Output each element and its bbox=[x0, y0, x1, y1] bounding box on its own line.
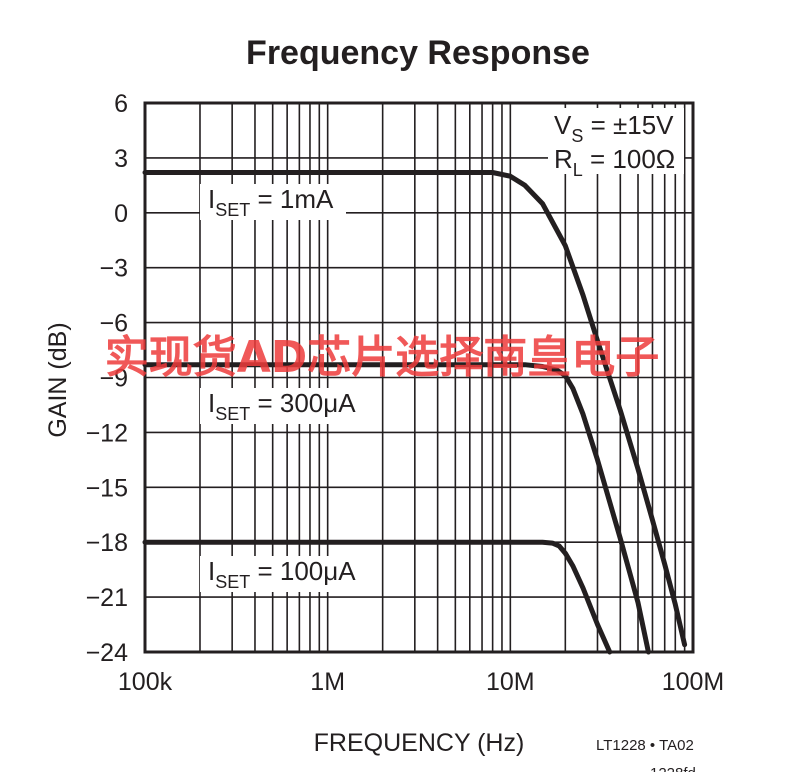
figure-code-2: 1228fd bbox=[650, 765, 696, 772]
y-tick-label: 3 bbox=[114, 145, 128, 173]
y-tick-label: −24 bbox=[86, 639, 129, 667]
series-label-bg-100ua bbox=[200, 556, 364, 592]
condition-rl: RL = 100Ω bbox=[554, 144, 675, 180]
series-label-bg-300ua bbox=[200, 388, 364, 424]
x-tick-label: 1M bbox=[310, 668, 345, 696]
y-tick-label: −9 bbox=[99, 365, 128, 393]
y-tick-label: 6 bbox=[114, 90, 128, 118]
x-tick-label: 100M bbox=[662, 668, 725, 696]
series-label-1ma: ISET = 1mA bbox=[208, 184, 334, 220]
x-tick-label: 10M bbox=[486, 668, 535, 696]
y-tick-label: −6 bbox=[99, 310, 128, 338]
y-tick-label: 0 bbox=[114, 200, 128, 228]
y-axis-label: GAIN (dB) bbox=[44, 322, 72, 437]
y-tick-label: −12 bbox=[86, 419, 128, 447]
watermark-text: 实现货AD芯片选择南皇电子 bbox=[105, 332, 660, 383]
y-tick-label: −15 bbox=[86, 474, 128, 502]
conditions-box bbox=[548, 108, 684, 174]
series-layer bbox=[142, 170, 688, 655]
y-tick-label: −3 bbox=[99, 255, 128, 283]
plot-border bbox=[143, 101, 695, 654]
series-label-100ua: ISET = 100μA bbox=[208, 556, 356, 592]
y-tick-label: −18 bbox=[86, 529, 128, 557]
figure-code: LT1228 • TA02 bbox=[596, 737, 694, 754]
annotation-backgrounds bbox=[200, 184, 364, 592]
series-line-0 bbox=[142, 170, 688, 648]
x-tick-label: 100k bbox=[118, 668, 173, 696]
series-line-2 bbox=[142, 539, 613, 655]
plot-frame bbox=[143, 101, 695, 654]
series-line-1 bbox=[142, 362, 651, 655]
series-label-bg-1ma bbox=[200, 184, 346, 220]
condition-vs: VS = ±15V bbox=[554, 110, 674, 146]
chart-title: Frequency Response bbox=[246, 34, 590, 72]
series-label-300ua: ISET = 300μA bbox=[208, 388, 356, 424]
x-axis-label: FREQUENCY (Hz) bbox=[314, 729, 525, 757]
y-tick-label: −21 bbox=[86, 584, 128, 612]
